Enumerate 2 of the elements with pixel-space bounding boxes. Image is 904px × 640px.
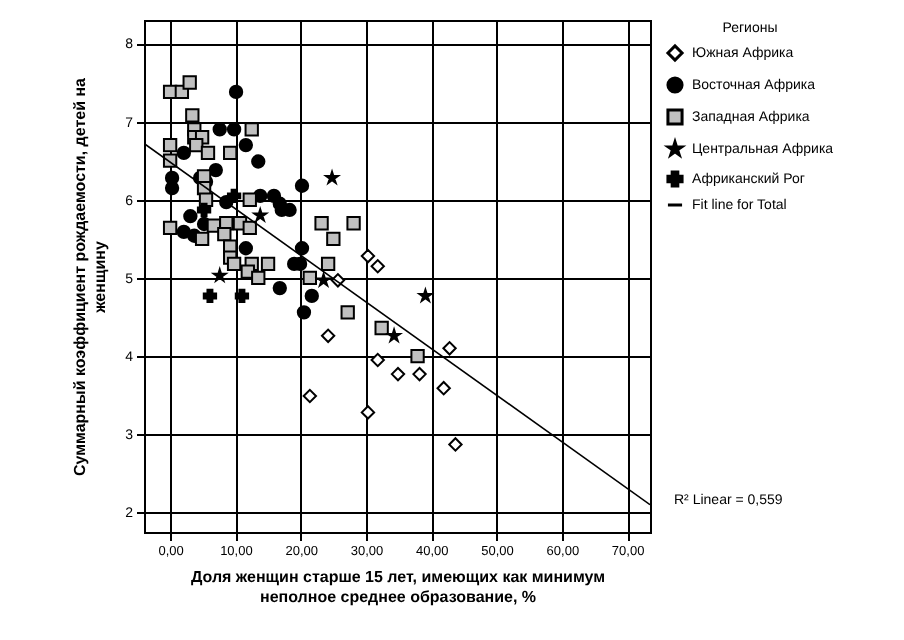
y-axis-title: Суммарный коэффициент рождаемости, детей на женщину xyxy=(71,76,110,477)
x-axis-title: Доля женщин старше 15 лет, имеющих как минимум неполное среднее образование, % xyxy=(190,568,606,606)
